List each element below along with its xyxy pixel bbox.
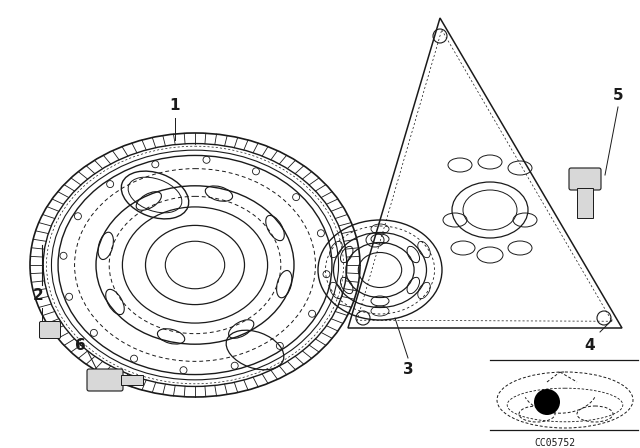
FancyBboxPatch shape: [87, 369, 123, 391]
Circle shape: [534, 389, 560, 415]
Text: 3: 3: [403, 362, 413, 378]
Text: 2: 2: [33, 288, 44, 302]
Text: 6: 6: [75, 337, 85, 353]
FancyBboxPatch shape: [569, 168, 601, 190]
Bar: [121, 375, 143, 385]
Bar: [577, 188, 593, 218]
Text: 5: 5: [612, 87, 623, 103]
Text: CC05752: CC05752: [534, 438, 575, 448]
Text: 4: 4: [585, 337, 595, 353]
FancyBboxPatch shape: [40, 322, 61, 339]
Text: 1: 1: [170, 98, 180, 112]
